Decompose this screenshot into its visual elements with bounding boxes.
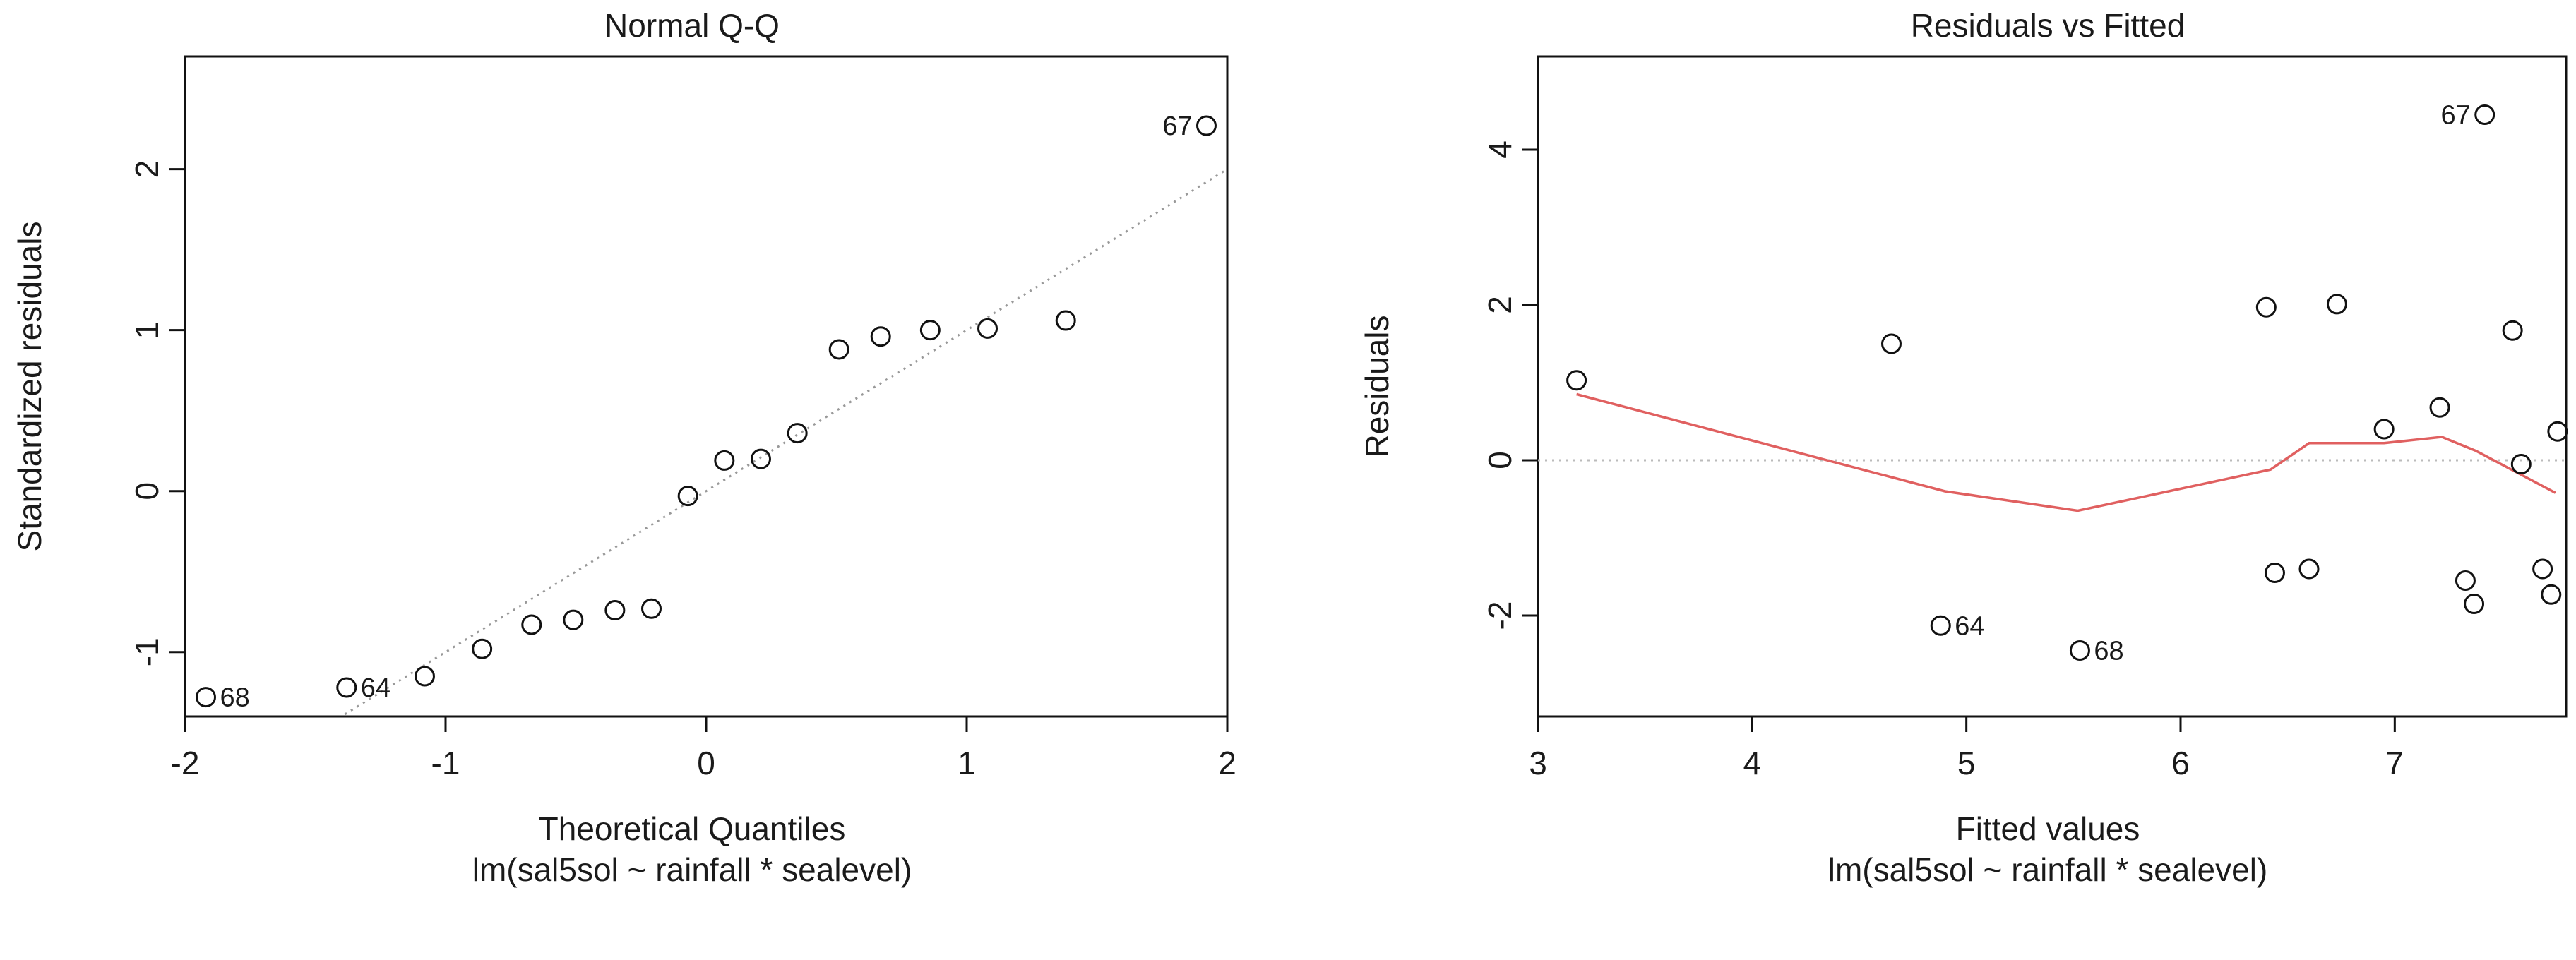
qq-point <box>604 599 626 620</box>
rvf-plot-frame <box>1537 55 2568 718</box>
rvf-point <box>1566 370 1587 391</box>
rvf-x-tick-label: 5 <box>1957 745 1976 781</box>
qq-point <box>336 677 357 698</box>
rvf-point <box>2532 558 2553 580</box>
qq-y-axis-label: Standardized residuals <box>11 222 48 552</box>
qq-x-tick-label: -2 <box>171 745 200 781</box>
rvf-point <box>2455 570 2476 591</box>
rvf-point-label: 67 <box>2440 101 2470 131</box>
qq-point <box>919 320 941 341</box>
rvf-point <box>2326 294 2347 315</box>
qq-title: Normal Q-Q <box>604 7 780 44</box>
rvf-x-axis-label: Fitted values <box>1956 810 2140 847</box>
qq-point <box>977 318 998 339</box>
rvf-y-tick-label: -2 <box>1481 601 1518 630</box>
qq-y-tick-label: -1 <box>129 637 165 666</box>
qq-x-tick-label: 0 <box>697 745 715 781</box>
qq-point <box>1055 310 1076 331</box>
qq-x-tick-label: 1 <box>958 745 976 781</box>
qq-point <box>414 666 435 687</box>
rvf-y-tick-label: 0 <box>1481 451 1518 469</box>
rvf-model-formula: lm(sal5sol ~ rainfall * sealevel) <box>1828 851 2268 888</box>
rvf-y-tick-label: 2 <box>1481 296 1518 314</box>
qq-point-label: 68 <box>220 683 250 713</box>
qq-point <box>563 609 584 630</box>
qq-plot-frame <box>184 55 1229 718</box>
rvf-point <box>2373 419 2395 440</box>
rvf-smoother-line <box>1576 392 2556 512</box>
rvf-point <box>2255 296 2277 318</box>
qq-x-axis-label: Theoretical Quantiles <box>539 810 846 847</box>
rvf-point <box>1881 333 1902 354</box>
rvf-point <box>2264 563 2285 583</box>
qq-x-tick-label: -1 <box>431 745 460 781</box>
rvf-point <box>2298 558 2320 580</box>
rvf-point-label: 68 <box>2094 637 2123 666</box>
qq-point <box>196 687 217 708</box>
rvf-x-tick-label: 7 <box>2386 745 2404 781</box>
qq-x-tick-label: 2 <box>1218 745 1236 781</box>
rvf-point <box>1930 615 1951 636</box>
qq-point <box>1195 115 1217 136</box>
qq-y-tick-label: 2 <box>129 160 165 179</box>
rvf-point <box>2069 640 2090 661</box>
qq-y-tick-label: 1 <box>129 321 165 340</box>
qq-point <box>714 450 735 471</box>
qq-point-label: 64 <box>361 673 390 703</box>
qq-point <box>750 448 771 469</box>
rvf-x-tick-label: 3 <box>1529 745 1547 781</box>
rvf-x-tick-label: 6 <box>2171 745 2190 781</box>
qq-point <box>521 614 542 635</box>
rvf-point <box>2502 320 2523 341</box>
rvf-y-axis-label: Residuals <box>1359 316 1395 458</box>
qq-plot-panel: Normal Q-Q -2 -1 0 1 2 -1 0 1 2 Theoretical Quanti… <box>11 7 1236 888</box>
rvf-y-tick-label: 4 <box>1481 140 1518 159</box>
qq-point <box>828 339 849 360</box>
rvf-point <box>2547 421 2568 442</box>
rvf-point <box>2474 104 2496 125</box>
qq-point <box>787 423 808 444</box>
rvf-point <box>2429 397 2450 418</box>
rvf-point <box>2464 594 2485 614</box>
rvf-point <box>2510 454 2532 474</box>
rvf-point <box>2541 584 2562 605</box>
rvf-point-label: 64 <box>1955 611 1984 641</box>
rvf-title: Residuals vs Fitted <box>1911 7 2186 44</box>
qq-point <box>870 326 891 347</box>
qq-y-tick-label: 0 <box>129 482 165 500</box>
qq-point-label: 67 <box>1162 112 1192 141</box>
qq-model-formula: lm(sal5sol ~ rainfall * sealevel) <box>472 851 912 888</box>
qq-point <box>641 598 662 619</box>
qq-reference-line <box>339 167 1227 716</box>
rvf-x-tick-label: 4 <box>1743 745 1762 781</box>
qq-point <box>472 638 493 659</box>
qq-point <box>677 486 698 507</box>
